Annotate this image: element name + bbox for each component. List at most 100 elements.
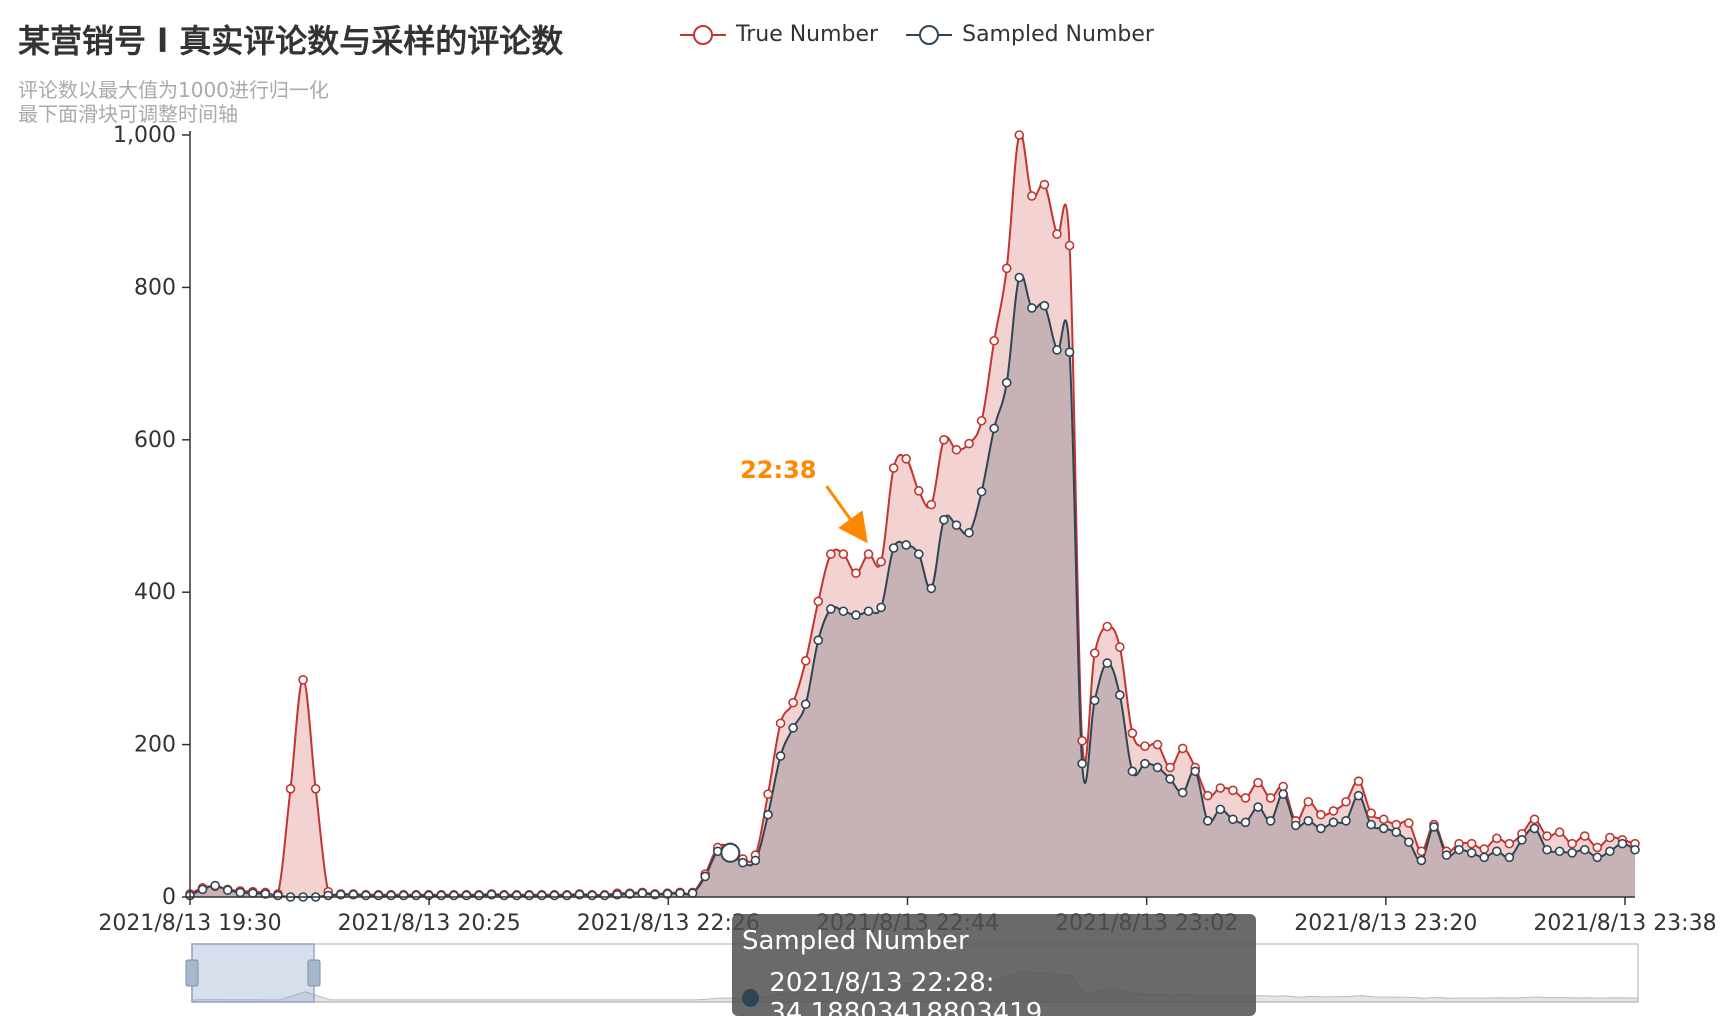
data-point[interactable] xyxy=(976,486,987,497)
data-point[interactable] xyxy=(323,890,334,901)
data-point[interactable] xyxy=(1366,808,1376,818)
data-point[interactable] xyxy=(1152,762,1163,773)
data-point[interactable] xyxy=(637,888,648,898)
data-point[interactable] xyxy=(939,434,949,445)
data-point[interactable] xyxy=(813,635,824,646)
data-point[interactable] xyxy=(700,871,710,882)
data-point[interactable] xyxy=(1416,846,1427,857)
data-point[interactable] xyxy=(1605,832,1615,843)
data-point[interactable] xyxy=(1253,802,1263,812)
zoom-slider-window[interactable] xyxy=(191,943,315,1003)
data-point[interactable] xyxy=(1605,846,1615,857)
data-point[interactable] xyxy=(913,486,924,496)
data-point[interactable] xyxy=(826,549,836,559)
data-point[interactable] xyxy=(926,499,937,510)
data-point[interactable] xyxy=(876,602,886,613)
data-point[interactable] xyxy=(1027,191,1037,201)
zoom-handle-right[interactable] xyxy=(307,959,321,987)
data-point[interactable] xyxy=(587,890,597,901)
data-point[interactable] xyxy=(964,527,974,538)
data-point[interactable] xyxy=(788,723,798,733)
data-point[interactable] xyxy=(248,888,258,898)
data-point[interactable] xyxy=(800,655,811,666)
data-point[interactable] xyxy=(1177,743,1188,754)
data-point[interactable] xyxy=(1429,822,1439,832)
data-point[interactable] xyxy=(411,890,421,901)
data-point[interactable] xyxy=(461,890,472,901)
data-point[interactable] xyxy=(1466,838,1477,849)
data-point[interactable] xyxy=(989,335,999,346)
data-point[interactable] xyxy=(662,889,673,899)
data-point[interactable] xyxy=(838,606,849,617)
data-point[interactable] xyxy=(260,889,271,899)
data-point[interactable] xyxy=(1554,827,1565,838)
data-point[interactable] xyxy=(197,884,208,895)
data-point[interactable] xyxy=(763,789,773,799)
data-point[interactable] xyxy=(976,415,987,426)
data-point[interactable] xyxy=(210,880,220,891)
data-point[interactable] xyxy=(1165,774,1175,784)
data-point[interactable] xyxy=(1115,642,1125,652)
zoom-handle-left[interactable] xyxy=(185,959,199,987)
data-point[interactable] xyxy=(1001,377,1012,388)
data-point[interactable] xyxy=(750,855,761,866)
data-point[interactable] xyxy=(1441,850,1452,860)
data-point[interactable] xyxy=(1014,130,1025,140)
data-point[interactable] xyxy=(1404,837,1414,847)
data-point[interactable] xyxy=(1567,838,1577,849)
legend-item-sampled-number[interactable]: Sampled Number xyxy=(906,22,1154,47)
data-point[interactable] xyxy=(373,890,384,901)
data-point[interactable] xyxy=(926,583,937,594)
data-point[interactable] xyxy=(624,889,635,899)
data-point[interactable] xyxy=(738,857,748,868)
data-point[interactable] xyxy=(1265,793,1276,803)
data-point[interactable] xyxy=(1202,815,1213,826)
data-point[interactable] xyxy=(1228,814,1238,825)
data-point[interactable] xyxy=(1504,852,1515,863)
data-point[interactable] xyxy=(687,888,698,898)
data-point[interactable] xyxy=(1491,833,1502,844)
data-point[interactable] xyxy=(549,890,560,901)
data-point[interactable] xyxy=(1077,758,1087,769)
data-point[interactable] xyxy=(1303,815,1314,826)
data-point[interactable] xyxy=(1391,827,1402,838)
data-point[interactable] xyxy=(1039,300,1050,311)
data-point[interactable] xyxy=(1328,817,1339,828)
data-point[interactable] xyxy=(1278,781,1288,792)
data-point[interactable] xyxy=(1554,846,1565,857)
data-point[interactable] xyxy=(1542,831,1552,841)
data-point[interactable] xyxy=(1491,846,1502,857)
data-point[interactable] xyxy=(449,890,459,901)
data-point[interactable] xyxy=(1341,796,1351,807)
data-point[interactable] xyxy=(826,604,836,614)
data-point[interactable] xyxy=(1115,690,1125,700)
data-point[interactable] xyxy=(1529,814,1540,825)
data-point[interactable] xyxy=(1064,347,1075,357)
data-point[interactable] xyxy=(386,890,396,901)
data-point[interactable] xyxy=(398,890,409,901)
data-point[interactable] xyxy=(1303,796,1314,807)
data-point[interactable] xyxy=(1479,852,1490,863)
data-point[interactable] xyxy=(524,890,535,901)
data-point[interactable] xyxy=(1052,345,1062,355)
data-point[interactable] xyxy=(951,444,962,455)
data-point[interactable] xyxy=(1089,648,1100,658)
data-point[interactable] xyxy=(1215,783,1226,793)
data-point[interactable] xyxy=(775,718,786,729)
data-point[interactable] xyxy=(1102,621,1113,632)
data-point[interactable] xyxy=(851,568,861,578)
data-point[interactable] xyxy=(876,556,886,567)
data-point[interactable] xyxy=(511,890,522,901)
data-point[interactable] xyxy=(913,549,924,559)
data-point[interactable] xyxy=(1466,848,1477,858)
data-point[interactable] xyxy=(964,438,974,449)
data-point[interactable] xyxy=(888,543,899,553)
data-point[interactable] xyxy=(436,890,447,901)
data-point[interactable] xyxy=(1140,741,1150,751)
data-point[interactable] xyxy=(1328,806,1339,816)
data-point[interactable] xyxy=(1517,835,1527,845)
data-point[interactable] xyxy=(1479,844,1490,854)
data-point[interactable] xyxy=(1127,728,1138,738)
data-point[interactable] xyxy=(788,697,798,708)
data-point[interactable] xyxy=(1341,815,1351,826)
